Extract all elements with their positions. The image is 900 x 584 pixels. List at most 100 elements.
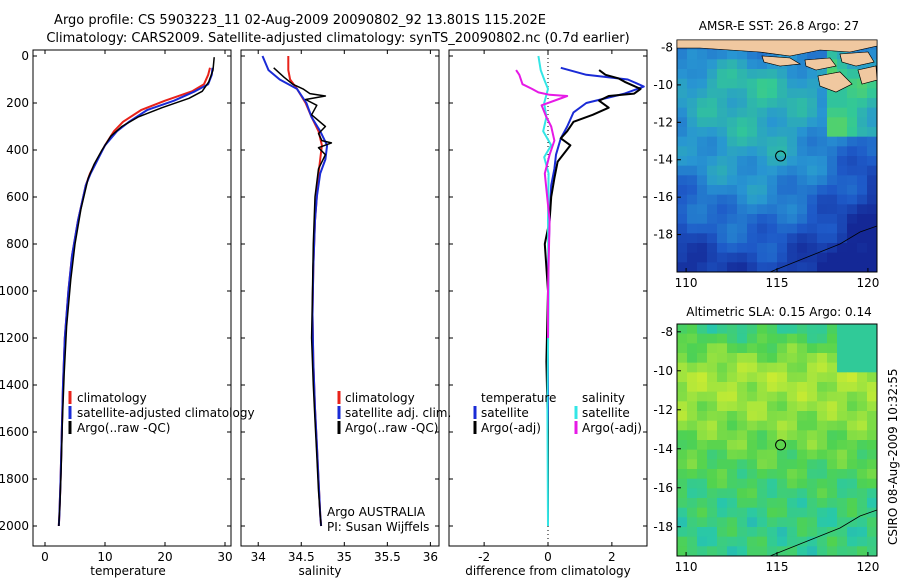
map-cell (707, 117, 718, 128)
map-cell (867, 194, 878, 205)
map-cell (697, 194, 708, 205)
map-cell (847, 117, 858, 128)
map-cell (827, 146, 838, 157)
map-cell (747, 478, 758, 489)
y-tick-label: 400 (6, 143, 29, 157)
map-cell (837, 156, 848, 167)
map-cell (857, 146, 868, 157)
map-cell (837, 411, 848, 422)
map-cell (697, 517, 708, 528)
figure-title-line2: Climatology: CARS2009. Satellite-adjuste… (46, 31, 629, 46)
map-cell (727, 175, 738, 186)
map-cell (787, 488, 798, 499)
map-cell (687, 88, 698, 99)
map-cell (757, 353, 768, 364)
map-cell (787, 324, 798, 335)
map-cell (707, 517, 718, 528)
map-cell (717, 78, 728, 89)
map-cell (847, 324, 858, 335)
map-cell (807, 498, 818, 509)
map-cell (767, 546, 778, 557)
map-cell (747, 98, 758, 109)
map-cell (777, 372, 788, 383)
map-cell (687, 372, 698, 383)
map-cell (817, 440, 828, 451)
map-cell (747, 343, 758, 354)
map-cell (717, 69, 728, 80)
legend-label-satellite: satellite adj. clim. (345, 406, 451, 420)
map-cell (757, 214, 768, 225)
series-line-salinity-satellite (537, 55, 553, 527)
map-cell (867, 527, 878, 538)
map-cell (737, 440, 748, 451)
map-cell (747, 488, 758, 499)
map-cell (837, 252, 848, 263)
map-cell (707, 430, 718, 441)
map-cell (867, 59, 878, 70)
y-tick-label: -18 (653, 228, 673, 242)
series-line-argo (58, 57, 215, 527)
map-cell (807, 136, 818, 147)
map-cell (677, 243, 688, 254)
map-cell (757, 401, 768, 412)
map-cell (797, 214, 808, 225)
map-cell (697, 527, 708, 538)
map-cell (677, 401, 688, 412)
map-cell (847, 449, 858, 460)
map-cell (797, 517, 808, 528)
map-cell (767, 146, 778, 157)
map-cell (747, 469, 758, 480)
map-cell (837, 488, 848, 499)
map-cell (847, 88, 858, 99)
map-cell (847, 98, 858, 109)
map-cell (867, 536, 878, 547)
map-cell (857, 194, 868, 205)
map-cell (797, 469, 808, 480)
map-cell (747, 117, 758, 128)
land-mass (857, 65, 878, 85)
y-tick-label: -10 (653, 364, 673, 378)
map-cell (697, 498, 708, 509)
map-cell (807, 536, 818, 547)
map-cell (707, 194, 718, 205)
map-cell (817, 353, 828, 364)
map-cell (857, 527, 868, 538)
map-cell (737, 194, 748, 205)
salinity-series (261, 55, 333, 527)
map-cell (747, 59, 758, 70)
map-cell (707, 78, 718, 89)
map-cell (737, 362, 748, 373)
map-cell (787, 536, 798, 547)
map-cell (697, 127, 708, 138)
map-cell (857, 536, 868, 547)
map-cell (717, 469, 728, 480)
map-cell (827, 333, 838, 344)
map-cell (767, 165, 778, 176)
map-cell (777, 343, 788, 354)
map-cell (737, 353, 748, 364)
map-cell (827, 469, 838, 480)
map-cell (767, 440, 778, 451)
map-cell (727, 223, 738, 234)
map-cell (727, 107, 738, 118)
x-tick-label: 110 (675, 560, 698, 574)
temperature-series (57, 57, 215, 527)
map-cell (737, 69, 748, 80)
map-cell (857, 469, 868, 480)
map-cell (757, 233, 768, 244)
map-cell (847, 382, 858, 393)
map-cell (717, 440, 728, 451)
map-cell (807, 98, 818, 109)
map-cell (777, 362, 788, 373)
x-tick-label: 115 (766, 560, 789, 574)
map-cell (857, 204, 868, 215)
map-cell (757, 78, 768, 89)
map-cell (787, 517, 798, 528)
map-cell (697, 88, 708, 99)
map-cell (677, 117, 688, 128)
map-cell (757, 430, 768, 441)
map-cell (707, 536, 718, 547)
map-cell (827, 391, 838, 402)
map-cell (787, 107, 798, 118)
map-cell (827, 527, 838, 538)
